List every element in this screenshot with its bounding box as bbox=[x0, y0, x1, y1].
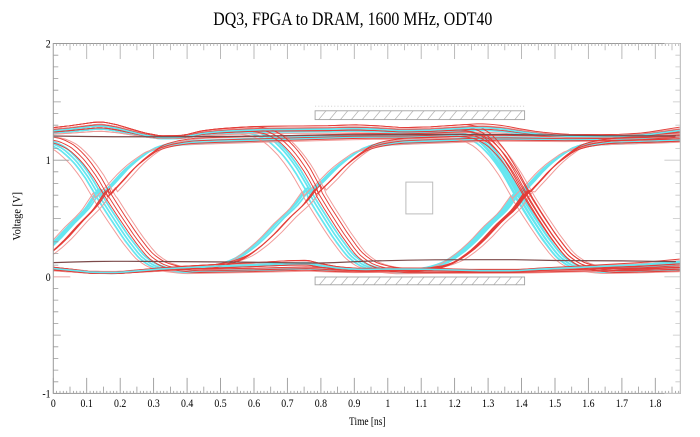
svg-text:1.7: 1.7 bbox=[616, 398, 629, 410]
svg-text:0.8: 0.8 bbox=[315, 398, 328, 410]
svg-text:1.6: 1.6 bbox=[582, 398, 595, 410]
svg-text:1.2: 1.2 bbox=[448, 398, 460, 410]
svg-text:1: 1 bbox=[385, 398, 390, 410]
svg-text:0.7: 0.7 bbox=[281, 398, 294, 410]
svg-text:0.2: 0.2 bbox=[114, 398, 126, 410]
svg-text:1.4: 1.4 bbox=[515, 398, 528, 410]
svg-text:DQ3, FPGA to DRAM, 1600 MHz, O: DQ3, FPGA to DRAM, 1600 MHz, ODT40 bbox=[213, 10, 492, 30]
svg-text:Voltage [V]: Voltage [V] bbox=[12, 192, 24, 241]
svg-text:0.4: 0.4 bbox=[181, 398, 194, 410]
svg-text:0.9: 0.9 bbox=[348, 398, 361, 410]
svg-text:-1: -1 bbox=[42, 388, 50, 400]
svg-text:1.5: 1.5 bbox=[549, 398, 562, 410]
svg-text:1.8: 1.8 bbox=[649, 398, 662, 410]
svg-text:0.5: 0.5 bbox=[214, 398, 227, 410]
svg-text:2: 2 bbox=[46, 39, 51, 51]
svg-text:0: 0 bbox=[51, 398, 56, 410]
svg-text:0.3: 0.3 bbox=[147, 398, 160, 410]
svg-text:Time [ns]: Time [ns] bbox=[349, 416, 386, 428]
svg-text:0.1: 0.1 bbox=[81, 398, 93, 410]
svg-text:0.6: 0.6 bbox=[248, 398, 261, 410]
svg-text:1.3: 1.3 bbox=[482, 398, 495, 410]
svg-text:0: 0 bbox=[46, 272, 51, 284]
svg-text:1: 1 bbox=[46, 155, 51, 167]
svg-text:1.1: 1.1 bbox=[415, 398, 427, 410]
